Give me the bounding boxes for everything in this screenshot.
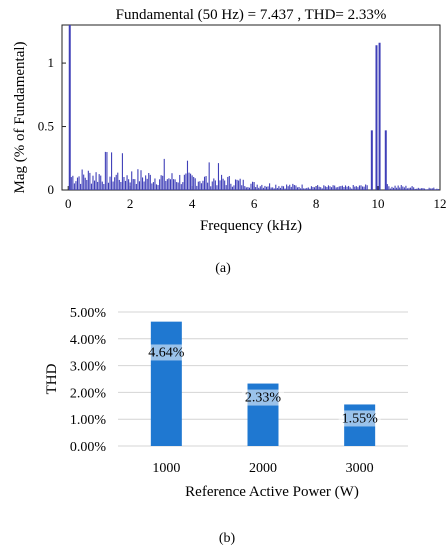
- y-axis-label: Mag (% of Fundamental): [12, 41, 28, 193]
- x-tick-label: 10: [372, 196, 385, 211]
- x-tick-label: 0: [65, 196, 72, 211]
- y-tick-label: 4.00%: [70, 333, 107, 348]
- y-axis-label: THD: [44, 363, 60, 394]
- thd-bar: [150, 321, 182, 446]
- y-tick-label: 2.00%: [70, 386, 107, 401]
- data-label: 1.55%: [342, 411, 379, 426]
- caption-a: (a): [215, 261, 231, 276]
- data-label-halo: [338, 410, 381, 427]
- x-tick-label: 6: [251, 196, 258, 211]
- x-tick-label: 8: [313, 196, 320, 211]
- data-label: 4.64%: [148, 345, 185, 360]
- data-label-halo: [145, 344, 188, 361]
- y-tick-label: 0.00%: [70, 440, 107, 455]
- chart-title: Fundamental (50 Hz) = 7.437 , THD= 2.33%: [116, 7, 387, 23]
- y-tick-label: 1.00%: [70, 413, 107, 428]
- x-axis-label: Reference Active Power (W): [185, 484, 359, 500]
- x-tick-label: 4: [189, 196, 196, 211]
- x-tick-label: 3000: [346, 461, 374, 476]
- x-axis-label: Frequency (kHz): [200, 218, 302, 234]
- data-label: 2.33%: [245, 391, 282, 406]
- x-tick-label: 12: [434, 196, 446, 211]
- data-label-halo: [242, 389, 284, 406]
- x-tick-label: 2000: [249, 461, 277, 476]
- y-tick-label: 0: [48, 182, 55, 197]
- plot-frame: [61, 24, 441, 191]
- y-tick-label: 5.00%: [70, 306, 107, 321]
- y-tick-label: 3.00%: [70, 360, 107, 375]
- caption-b: (b): [219, 531, 236, 546]
- x-tick-label: 2: [127, 196, 134, 211]
- spectrum-chart: Fundamental (50 Hz) = 7.437 , THD= 2.33%…: [12, 7, 446, 276]
- thd-chart: 0.00% 1.00% 2.00% 3.00% 4.00% 5.00% 4.64% 1000 2…: [44, 306, 408, 546]
- y-tick-label: 1: [48, 55, 55, 70]
- x-tick-label: 1000: [152, 461, 180, 476]
- y-tick-label: 0.5: [38, 119, 54, 134]
